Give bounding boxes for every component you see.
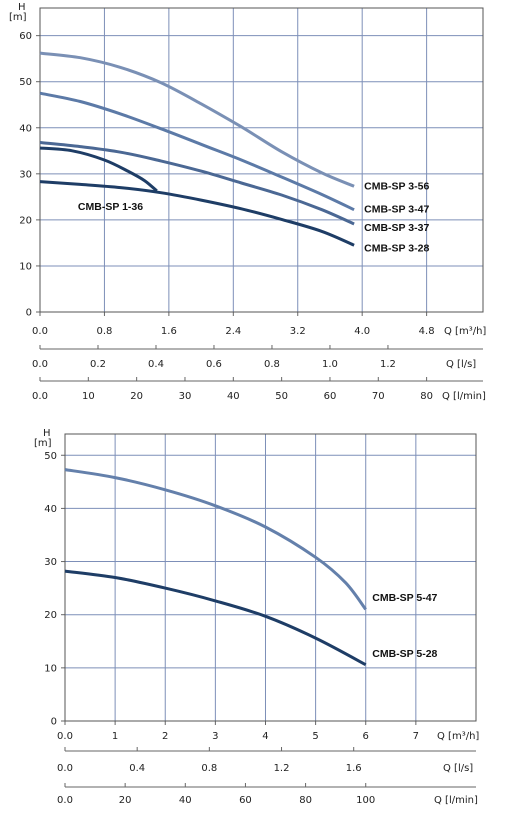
y-tick-label: 30 (44, 557, 57, 568)
y-tick-label: 10 (19, 261, 32, 272)
secondary-tick-label: 0.0 (32, 391, 48, 402)
plot-frame (64, 433, 477, 722)
x-tick-label: 1.6 (161, 326, 177, 337)
x-tick-label: 3.2 (290, 326, 306, 337)
secondary-tick-label: 0.0 (57, 763, 73, 774)
secondary-tick-label: 100 (356, 795, 375, 806)
y-tick-label: 50 (19, 77, 32, 88)
y-axis-symbol: H (18, 2, 26, 13)
secondary-tick-label: 80 (299, 795, 312, 806)
series-label: CMB-SP 3-47 (364, 203, 429, 215)
secondary-tick-label: 1.2 (380, 359, 396, 370)
secondary-tick-label: 0.4 (148, 359, 164, 370)
secondary-tick-label: 50 (275, 391, 288, 402)
series-label: CMB-SP 1-36 (78, 201, 143, 213)
secondary-tick-label: 0.0 (32, 359, 48, 370)
y-tick-label: 60 (19, 31, 32, 42)
secondary-tick-label: 60 (324, 391, 337, 402)
chart-1: 0 10 20 30 40 50 60 0.0 0.8 1.6 2.4 3.2 4.0 4.8 Q [m³/… (9, 2, 486, 402)
y-tick-label: 10 (44, 663, 57, 674)
x-tick-label: 2 (162, 731, 168, 742)
series-label: CMB-SP 5-47 (372, 592, 437, 604)
secondary-tick-label: 20 (119, 795, 132, 806)
series-line (64, 569, 367, 667)
x-tick-label: 7 (413, 731, 419, 742)
x-tick-label: 3 (212, 731, 218, 742)
y-tick-label: 30 (19, 169, 32, 180)
y-tick-label: 20 (19, 215, 32, 226)
series-label: CMB-SP 3-28 (364, 243, 429, 255)
plot-frame (39, 7, 484, 313)
secondary-axis-unit: Q [l/min] (442, 391, 486, 402)
secondary-tick-label: 80 (420, 391, 433, 402)
chart-2: 0 10 20 30 40 50 0.0 1 2 3 4 5 6 7 Q [m³/h] H[m] 0.0 0.4 0… (34, 428, 479, 806)
secondary-tick-label: 1.6 (346, 763, 362, 774)
x-axis-unit-label: Q [m³/h] (444, 326, 486, 337)
x-tick-label: 0.0 (32, 326, 48, 337)
secondary-tick-label: 20 (130, 391, 143, 402)
secondary-tick-label: 40 (179, 795, 192, 806)
y-tick-label: 20 (44, 610, 57, 621)
secondary-tick-label: 0.4 (129, 763, 145, 774)
y-tick-label: 0 (51, 717, 57, 728)
y-tick-label: 40 (19, 123, 32, 134)
secondary-tick-label: 30 (179, 391, 192, 402)
y-tick-label: 50 (44, 451, 57, 462)
x-tick-label: 4.0 (354, 326, 370, 337)
series-line (39, 180, 355, 247)
x-tick-label: 0.8 (96, 326, 112, 337)
secondary-tick-label: 10 (82, 391, 95, 402)
secondary-tick-label: 0.8 (201, 763, 217, 774)
secondary-tick-label: 0.2 (90, 359, 106, 370)
series-line (39, 146, 158, 193)
x-tick-label: 1 (112, 731, 118, 742)
y-tick-label: 0 (26, 308, 32, 319)
x-tick-label: 2.4 (225, 326, 241, 337)
series-line (64, 468, 367, 611)
secondary-tick-label: 70 (372, 391, 385, 402)
series-line (39, 91, 355, 212)
x-tick-label: 6 (363, 731, 369, 742)
secondary-axis-unit: Q [l/s] (446, 359, 476, 370)
secondary-tick-label: 1.0 (322, 359, 338, 370)
secondary-tick-label: 0.0 (57, 795, 73, 806)
y-axis-unit: [m] (34, 438, 52, 449)
y-tick-label: 40 (44, 504, 57, 515)
series-label: CMB-SP 3-56 (364, 180, 429, 192)
series-label: CMB-SP 5-28 (372, 648, 437, 660)
secondary-tick-label: 1.2 (274, 763, 290, 774)
secondary-axis-unit: Q [l/min] (434, 795, 478, 806)
secondary-tick-label: 0.8 (264, 359, 280, 370)
secondary-tick-label: 0.6 (206, 359, 222, 370)
y-axis-unit: [m] (9, 12, 27, 23)
series-label: CMB-SP 3-37 (364, 222, 429, 234)
y-axis-symbol: H (43, 428, 51, 439)
x-tick-label: 5 (312, 731, 318, 742)
x-tick-label: 4 (262, 731, 268, 742)
x-axis-unit-label: Q [m³/h] (437, 731, 479, 742)
series-line (39, 141, 355, 226)
x-tick-label: 4.8 (419, 326, 435, 337)
secondary-axis-unit: Q [l/s] (443, 763, 473, 774)
secondary-tick-label: 60 (239, 795, 252, 806)
x-tick-label: 0.0 (57, 731, 73, 742)
secondary-tick-label: 40 (227, 391, 240, 402)
series-line (39, 51, 355, 188)
